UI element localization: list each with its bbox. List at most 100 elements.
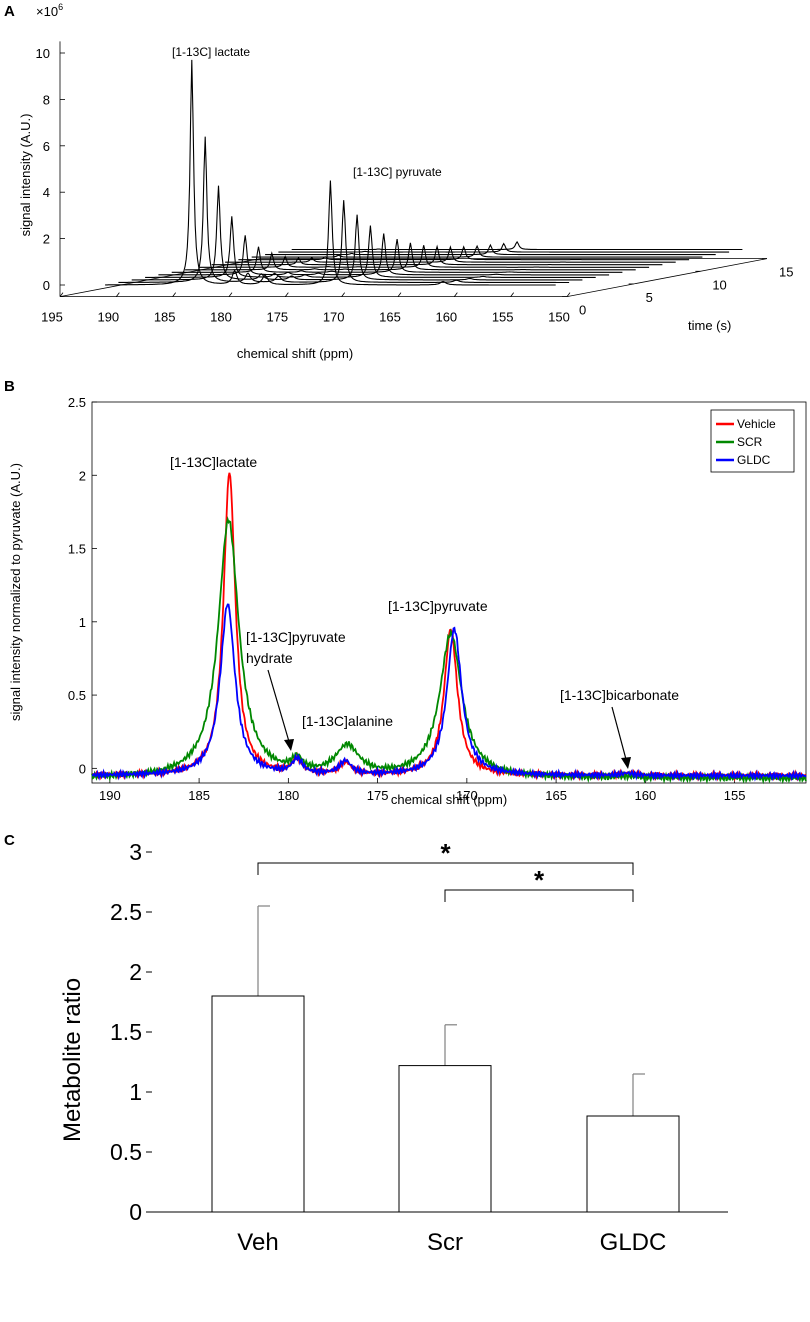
panel-a-annotation-pyruvate: [1-13C] pyruvate <box>353 165 442 179</box>
panel-b-legend: Vehicle SCR GLDC <box>710 409 795 473</box>
panel-b-plot: 190 185 180 175 170 165 160 155 0 0.5 1 1.5 2 2.5 <box>68 395 807 803</box>
panel-c: C 0 0.5 1 1.5 2 2.5 3 Veh Scr GLDC * * Metabolite r… <box>4 832 728 1256</box>
panel-a-ztick-label: 5 <box>646 290 653 305</box>
panel-a-xtick <box>510 292 514 297</box>
legend-label-vehicle: Vehicle <box>737 417 776 431</box>
panel-b-series-vehicle <box>91 472 806 782</box>
panel-a-xtick <box>172 292 176 297</box>
panel-c-plot: 0 0.5 1 1.5 2 2.5 3 Veh Scr GLDC * * <box>110 838 728 1256</box>
panel-a-xtick <box>116 292 120 297</box>
panel-a-trace <box>291 240 743 251</box>
panel-a-ytick-label: 10 <box>36 46 50 61</box>
panel-a-ytick-label: 8 <box>43 92 50 107</box>
panel-a-ytick-label: 4 <box>43 185 50 200</box>
panel-b-xlabel: chemical shift (ppm) <box>391 792 507 807</box>
panel-a-trace <box>225 245 676 263</box>
panel-c-bar-gldc <box>586 1115 680 1213</box>
panel-b-ytick-label: 0.5 <box>68 688 86 703</box>
panel-a-ztick-label: 0 <box>579 303 586 318</box>
panel-a-trace <box>131 185 583 281</box>
panel-a-zlabel: time (s) <box>688 318 731 333</box>
panel-b-xtick-label: 165 <box>545 788 567 803</box>
panel-b-xtick-label: 175 <box>367 788 389 803</box>
panel-b-ytick-label: 2 <box>79 468 86 483</box>
panel-a-xlabel: chemical shift (ppm) <box>237 346 353 361</box>
panel-b-ytick-label: 0 <box>79 761 86 776</box>
panel-c-ylabel: Metabolite ratio <box>59 978 86 1142</box>
panel-a-trace <box>265 243 716 256</box>
panel-b-series-scr <box>91 516 807 785</box>
panel-a-xtick-label: 150 <box>548 310 570 325</box>
panel-a-traces <box>105 59 743 286</box>
panel-b-label: B <box>4 378 15 395</box>
panel-a-trace <box>211 244 663 266</box>
panel-b-annotation-pyruvate-hydrate-2: hydrate <box>246 650 293 666</box>
panel-a-ztick-label: 10 <box>712 277 726 292</box>
panel-a-annotation-lactate: [1-13C] lactate <box>172 45 250 59</box>
panel-c-ytick-label: 0.5 <box>110 1139 142 1165</box>
panel-b-ytick-label: 1.5 <box>68 542 86 557</box>
panel-b-annotation-pyruvate-hydrate-1: [1-13C]pyruvate <box>246 629 346 645</box>
panel-a-xtick-label: 180 <box>210 310 232 325</box>
arrow-bicarbonate-shaft <box>611 706 628 764</box>
arrow-hydrate-head <box>284 739 294 751</box>
arrow-hydrate-shaft <box>267 669 291 746</box>
panel-c-ytick-label: 2.5 <box>110 899 142 925</box>
arrow-bicarbonate-head <box>621 757 631 769</box>
panel-c-bar-scr <box>398 1065 492 1213</box>
panel-a-trace <box>145 216 596 278</box>
panel-a-xtick <box>454 292 458 297</box>
panel-a-ztick-label: 15 <box>779 265 793 280</box>
panel-b-frame <box>91 401 807 784</box>
panel-a-trace <box>278 242 730 253</box>
panel-a-trace <box>171 239 623 273</box>
panel-b-series-gldc <box>91 603 807 782</box>
panel-a-label: A <box>4 3 15 20</box>
panel-b-xtick-label: 170 <box>456 788 478 803</box>
panel-a-xtick <box>397 292 402 297</box>
panel-c-ytick-label: 3 <box>129 839 142 865</box>
panel-a-xtick <box>566 292 571 297</box>
panel-a-trace <box>118 136 570 284</box>
panel-b: B 190 185 180 175 170 165 160 155 0 0.5 1 1.5 2 2.5 s… <box>4 378 807 807</box>
panel-b-xtick-label: 155 <box>724 788 746 803</box>
panel-a-xtick <box>285 292 289 297</box>
panel-b-ylabel: signal intensity normalized to pyruvate … <box>8 463 23 721</box>
panel-b-ytick-label: 1 <box>79 615 86 630</box>
panel-b-xtick-label: 160 <box>634 788 656 803</box>
panel-a-trace <box>185 242 636 271</box>
panel-a-xtick <box>341 292 345 297</box>
panel-a-xtick-label: 190 <box>97 310 119 325</box>
legend-label-scr: SCR <box>737 435 763 449</box>
panel-b-annotation-bicarbonate: [1-13C]bicarbonate <box>560 687 679 703</box>
panel-a-trace <box>238 245 690 261</box>
panel-c-significance-star: * <box>534 865 545 895</box>
panel-b-annotation-lactate: [1-13C]lactate <box>170 454 257 470</box>
panel-c-significance-star: * <box>440 838 451 868</box>
panel-a-trace <box>198 245 650 268</box>
panel-c-ytick-label: 1 <box>129 1079 142 1105</box>
panel-a-ylabel: signal intensity (A.U.) <box>18 114 33 237</box>
panel-a-xtick-label: 170 <box>323 310 345 325</box>
panel-c-category-label: GLDC <box>600 1229 667 1256</box>
panel-c-significance-bracket <box>444 889 634 902</box>
panel-c-category-label: Scr <box>427 1229 463 1256</box>
panel-a-xtick <box>59 292 64 297</box>
panel-a-xtick-label: 155 <box>492 310 514 325</box>
panel-b-annotation-pyruvate: [1-13C]pyruvate <box>388 598 488 614</box>
panel-a-trace <box>105 59 556 286</box>
exponent-base: ×10 <box>36 4 58 19</box>
panel-c-bar-veh <box>211 995 305 1213</box>
panel-c-ytick-label: 1.5 <box>110 1019 142 1045</box>
panel-c-label: C <box>4 832 15 849</box>
panel-a-xtick-label: 175 <box>266 310 288 325</box>
panel-a-xtick <box>228 292 233 297</box>
exponent-power: 6 <box>58 2 63 12</box>
panel-b-annotation-alanine: [1-13C]alanine <box>302 713 393 729</box>
panel-c-ytick-label: 0 <box>129 1199 142 1225</box>
panel-a-xtick-label: 165 <box>379 310 401 325</box>
panel-a-ytick-label: 6 <box>43 139 50 154</box>
panel-a-xtick-label: 185 <box>154 310 176 325</box>
